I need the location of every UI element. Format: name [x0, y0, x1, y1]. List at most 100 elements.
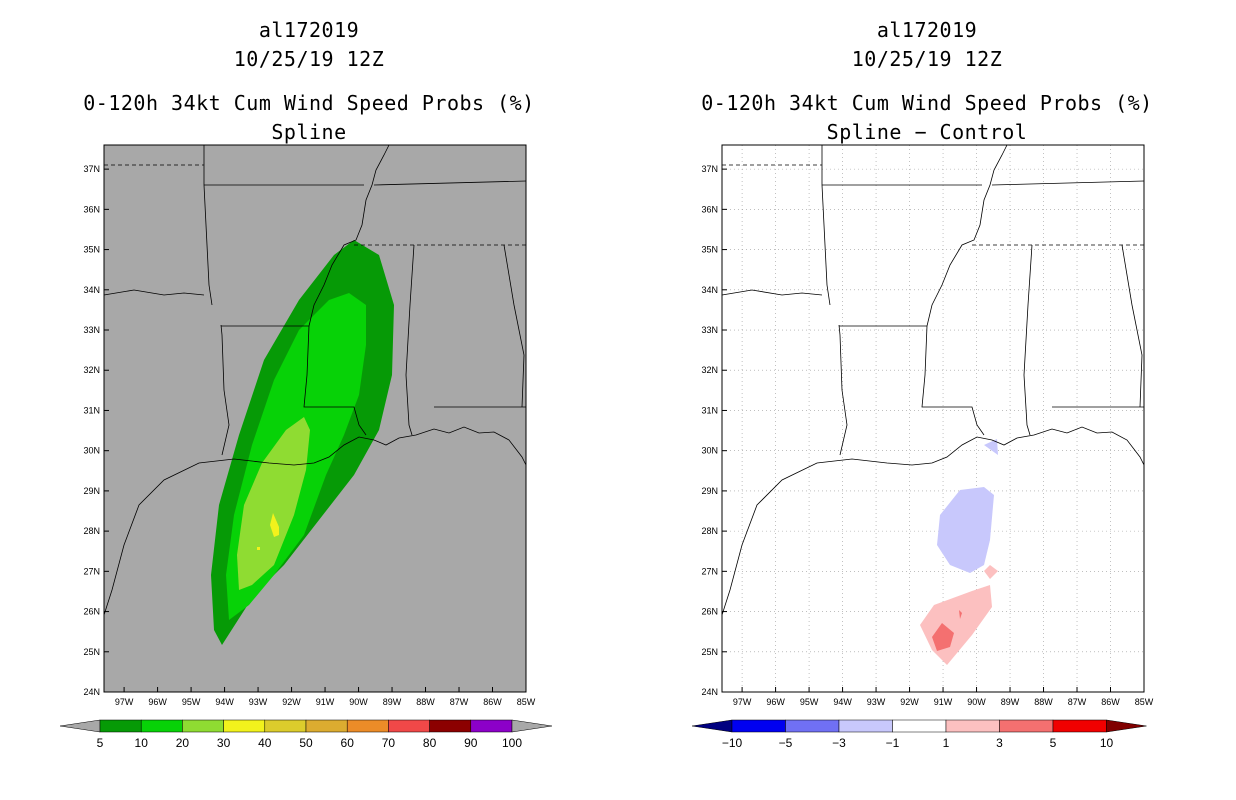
- lat-label: 33N: [83, 325, 100, 335]
- colorbar-label: 40: [258, 736, 272, 750]
- colorbar-label: 5: [1050, 736, 1057, 750]
- lon-label: 94W: [215, 697, 234, 707]
- red-river: [103, 289, 205, 296]
- lat-label: 34N: [83, 285, 100, 295]
- colorbar-swatch: [785, 719, 840, 733]
- colorbar-label: 10: [135, 736, 149, 750]
- mississippi-river: [308, 144, 390, 327]
- kentucky-tennessee-border: [373, 180, 527, 186]
- map-frame: [103, 144, 527, 693]
- lat-label: 32N: [83, 365, 100, 375]
- colorbar-swatch: [838, 719, 893, 733]
- diff-pos-contour-small: [984, 565, 998, 579]
- kentucky-tennessee-border: [991, 180, 1145, 186]
- prob-contour-20: [237, 417, 310, 590]
- colorbar-under-arrow: [691, 719, 733, 733]
- gulf-coastline: [103, 426, 527, 616]
- lon-label: 85W: [1135, 697, 1154, 707]
- colorbar-label: 100: [502, 736, 522, 750]
- lat-label: 37N: [83, 164, 100, 174]
- right-panel: al172019 10/25/19 12Z 0-120h 34kt Cum Wi…: [618, 0, 1236, 800]
- lat-label: 26N: [83, 607, 100, 617]
- lon-label: 87W: [1068, 697, 1087, 707]
- left-panel: al172019 10/25/19 12Z 0-120h 34kt Cum Wi…: [59, 18, 553, 750]
- lon-label: 90W: [349, 697, 368, 707]
- colorbar-swatch: [182, 719, 224, 733]
- lat-label: 33N: [701, 325, 718, 335]
- panel-subtitle: Spline: [271, 120, 347, 144]
- lat-label: 29N: [701, 486, 718, 496]
- diff-pos-contour-peak-small: [959, 610, 962, 619]
- colorbar-label: 3: [996, 736, 1003, 750]
- probability-colorbar: 5 10 20 30 40 50 60 70 80 90 100: [59, 719, 553, 750]
- lon-label: 90W: [967, 697, 986, 707]
- lon-label: 89W: [383, 697, 402, 707]
- colorbar-label: 70: [382, 736, 396, 750]
- georgia-alabama-border: [1121, 244, 1143, 408]
- lon-label: 86W: [1101, 697, 1120, 707]
- diff-neg-contour-main: [937, 487, 994, 573]
- colorbar-swatch: [470, 719, 513, 733]
- map-axes: 37N 36N 35N 34N 33N 32N 31N 30N 29N 28N 27N 26N 25N 2…: [701, 164, 1153, 707]
- lat-label: 29N: [83, 486, 100, 496]
- lat-label: 25N: [701, 647, 718, 657]
- lon-label: 88W: [1034, 697, 1053, 707]
- lon-label: 92W: [282, 697, 301, 707]
- probability-map: 37N 36N 35N 34N 33N 32N 31N 30N 29N 28N 27N 26N 25N 2…: [83, 144, 536, 707]
- texas-louisiana-border: [220, 324, 230, 456]
- colorbar-swatch: [731, 719, 786, 733]
- colorbar-label: 50: [299, 736, 313, 750]
- colorbar-swatch: [346, 719, 389, 733]
- colorbar-swatch: [1052, 719, 1107, 733]
- storm-id: al172019: [876, 18, 978, 42]
- texas-louisiana-border: [838, 324, 848, 456]
- lon-label: 91W: [934, 697, 953, 707]
- lon-label: 87W: [450, 697, 469, 707]
- lat-label: 35N: [701, 245, 718, 255]
- panel-subtitle: Spline − Control: [826, 120, 1028, 144]
- colorbar-label: 10: [1100, 736, 1114, 750]
- lon-label: 92W: [900, 697, 919, 707]
- colorbar-label: 90: [464, 736, 478, 750]
- coastline-borders: [103, 144, 527, 616]
- difference-colorbar: −10 −5 −3 −1 1 3 5 10: [691, 719, 1147, 750]
- colorbar-swatch: [140, 719, 183, 733]
- colorbar-swatch: [945, 719, 1000, 733]
- prob-contour-30: [270, 513, 279, 537]
- colorbar-label: 60: [341, 736, 355, 750]
- lon-label: 89W: [1001, 697, 1020, 707]
- colorbar-label: −5: [779, 736, 793, 750]
- colorbar-over-arrow: [511, 719, 553, 733]
- gulf-coastline: [721, 426, 1145, 616]
- mississippi-alabama-border: [1023, 244, 1033, 436]
- lon-label: 95W: [182, 697, 201, 707]
- diff-neg-contour-north: [984, 439, 998, 455]
- lon-label: 97W: [733, 697, 752, 707]
- map-axes: 37N 36N 35N 34N 33N 32N 31N 30N 29N 28N 27N 26N 25N 2…: [83, 164, 535, 707]
- colorbar-swatch: [892, 719, 947, 733]
- lat-label: 30N: [701, 446, 718, 456]
- lat-label: 32N: [701, 365, 718, 375]
- lon-label: 96W: [766, 697, 785, 707]
- lon-label: 88W: [416, 697, 435, 707]
- datetime: 10/25/19 12Z: [233, 47, 385, 71]
- lat-label: 28N: [701, 526, 718, 536]
- difference-map: 37N 36N 35N 34N 33N 32N 31N 30N 29N 28N 27N 26N 25N 2…: [701, 144, 1154, 707]
- colorbar-label: −10: [722, 736, 743, 750]
- lat-label: 25N: [83, 647, 100, 657]
- lat-label: 24N: [83, 687, 100, 697]
- colorbar-label: 5: [97, 736, 104, 750]
- colorbar-label: −1: [886, 736, 900, 750]
- lon-label: 94W: [833, 697, 852, 707]
- colorbar-swatch: [305, 719, 348, 733]
- colorbar-under-arrow: [59, 719, 101, 733]
- lat-label: 28N: [83, 526, 100, 536]
- map-frame: [721, 144, 1145, 693]
- colorbar-over-arrow: [1106, 719, 1147, 733]
- colorbar-swatch: [999, 719, 1054, 733]
- prob-contour-30-dot: [257, 547, 260, 550]
- lat-label: 27N: [701, 566, 718, 576]
- lat-label: 31N: [701, 405, 718, 415]
- lon-label: 93W: [867, 697, 886, 707]
- lat-label: 35N: [83, 245, 100, 255]
